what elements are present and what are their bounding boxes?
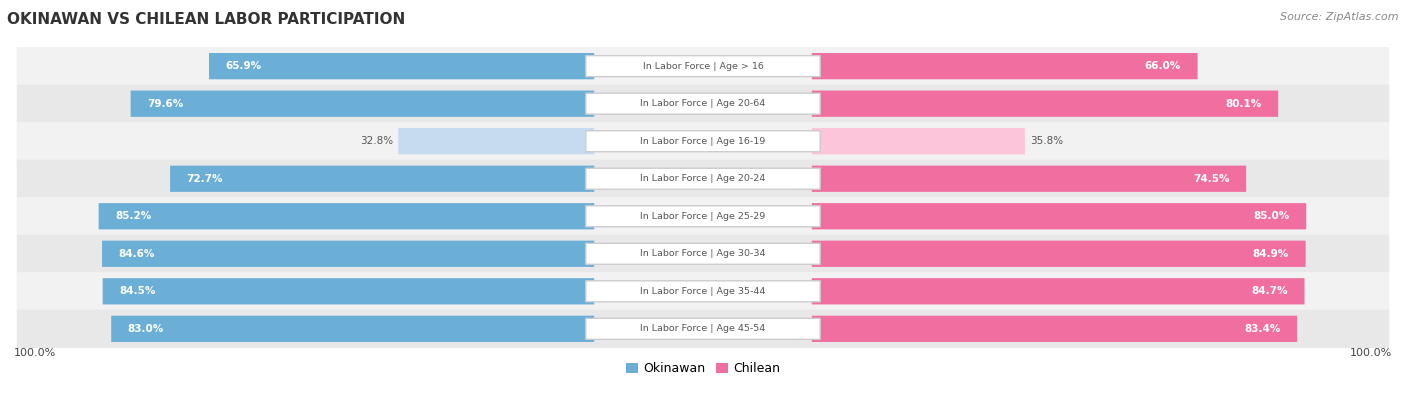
FancyBboxPatch shape [811,278,1305,305]
FancyBboxPatch shape [586,318,820,339]
FancyBboxPatch shape [586,168,820,189]
FancyBboxPatch shape [103,241,595,267]
FancyBboxPatch shape [17,122,1389,160]
Text: In Labor Force | Age 30-34: In Labor Force | Age 30-34 [640,249,766,258]
Text: 65.9%: 65.9% [225,61,262,71]
FancyBboxPatch shape [131,90,595,117]
FancyBboxPatch shape [811,203,1306,229]
FancyBboxPatch shape [586,243,820,264]
FancyBboxPatch shape [586,131,820,152]
Text: 80.1%: 80.1% [1226,99,1261,109]
FancyBboxPatch shape [103,278,595,305]
FancyBboxPatch shape [17,272,1389,310]
FancyBboxPatch shape [170,166,595,192]
FancyBboxPatch shape [209,53,595,79]
Text: 35.8%: 35.8% [1031,136,1063,146]
FancyBboxPatch shape [17,235,1389,273]
FancyBboxPatch shape [811,166,1246,192]
FancyBboxPatch shape [811,241,1306,267]
FancyBboxPatch shape [17,160,1389,198]
Text: 83.0%: 83.0% [128,324,165,334]
FancyBboxPatch shape [586,93,820,114]
Text: In Labor Force | Age 45-54: In Labor Force | Age 45-54 [640,324,766,333]
Text: In Labor Force | Age 20-24: In Labor Force | Age 20-24 [640,174,766,183]
Text: 84.7%: 84.7% [1251,286,1288,296]
FancyBboxPatch shape [17,85,1389,123]
FancyBboxPatch shape [811,316,1298,342]
Text: 32.8%: 32.8% [360,136,392,146]
FancyBboxPatch shape [586,56,820,77]
Text: 72.7%: 72.7% [187,174,224,184]
FancyBboxPatch shape [398,128,595,154]
FancyBboxPatch shape [98,203,595,229]
Text: 100.0%: 100.0% [1350,348,1392,357]
Text: 85.2%: 85.2% [115,211,152,221]
Text: 83.4%: 83.4% [1244,324,1281,334]
Text: In Labor Force | Age 25-29: In Labor Force | Age 25-29 [640,212,766,221]
Text: 84.9%: 84.9% [1253,249,1289,259]
FancyBboxPatch shape [811,90,1278,117]
Text: 84.5%: 84.5% [120,286,156,296]
Text: In Labor Force | Age 20-64: In Labor Force | Age 20-64 [640,99,766,108]
FancyBboxPatch shape [586,281,820,302]
Text: Source: ZipAtlas.com: Source: ZipAtlas.com [1281,12,1399,22]
FancyBboxPatch shape [811,128,1025,154]
Text: 66.0%: 66.0% [1144,61,1181,71]
Text: In Labor Force | Age 35-44: In Labor Force | Age 35-44 [640,287,766,296]
Text: 100.0%: 100.0% [14,348,56,357]
FancyBboxPatch shape [811,53,1198,79]
FancyBboxPatch shape [17,47,1389,85]
Text: In Labor Force | Age > 16: In Labor Force | Age > 16 [643,62,763,71]
Text: 84.6%: 84.6% [118,249,155,259]
Text: 85.0%: 85.0% [1253,211,1289,221]
Text: In Labor Force | Age 16-19: In Labor Force | Age 16-19 [640,137,766,146]
Text: 79.6%: 79.6% [148,99,184,109]
FancyBboxPatch shape [111,316,595,342]
Text: OKINAWAN VS CHILEAN LABOR PARTICIPATION: OKINAWAN VS CHILEAN LABOR PARTICIPATION [7,12,405,27]
FancyBboxPatch shape [17,310,1389,348]
Legend: Okinawan, Chilean: Okinawan, Chilean [621,357,785,380]
FancyBboxPatch shape [17,197,1389,235]
FancyBboxPatch shape [586,206,820,227]
Text: 74.5%: 74.5% [1194,174,1230,184]
